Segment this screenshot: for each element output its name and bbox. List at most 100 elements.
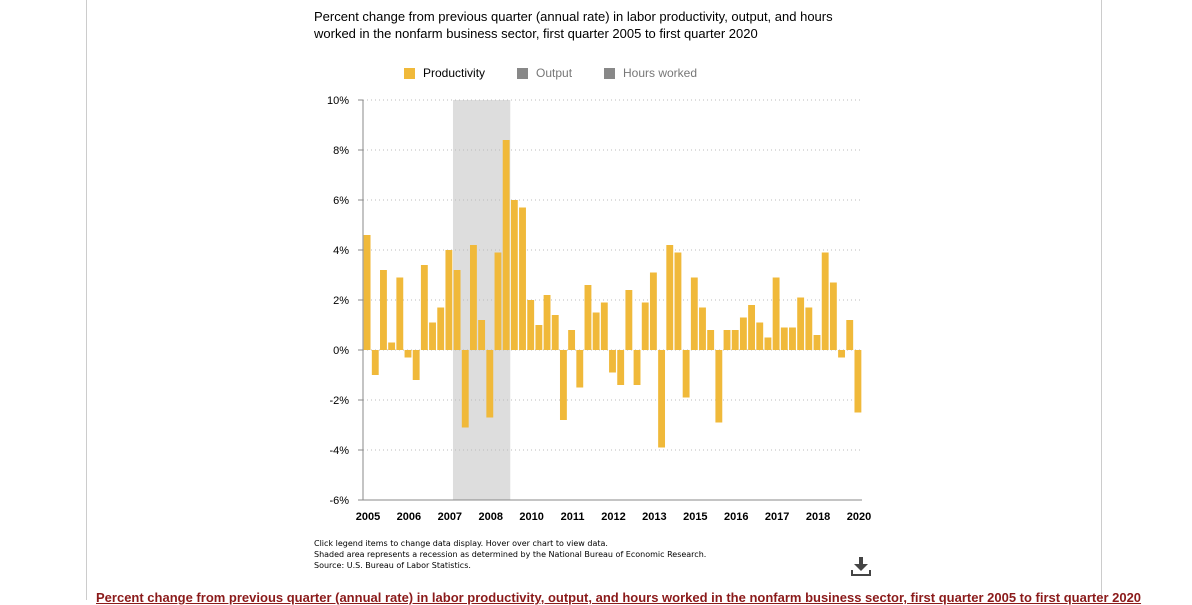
- bar-2005-Q4[interactable]: [388, 342, 396, 351]
- bar-2018-Q2[interactable]: [797, 297, 805, 351]
- bar-2006-Q3[interactable]: [412, 350, 420, 380]
- bar-2006-Q4[interactable]: [420, 265, 428, 350]
- bar-2007-Q1[interactable]: [429, 322, 436, 351]
- bar-2012-Q2[interactable]: [600, 302, 608, 351]
- bar-2011-Q2[interactable]: [568, 330, 576, 350]
- legend-item-hours-worked[interactable]: Hours worked: [604, 66, 697, 80]
- x-tick-label: 2012: [601, 511, 625, 523]
- bar-2020-Q1[interactable]: [854, 350, 862, 413]
- note-instructions: Click legend items to change data displa…: [314, 539, 608, 548]
- bar-2010-Q4[interactable]: [551, 315, 559, 350]
- bar-2008-Q1[interactable]: [461, 350, 469, 428]
- legend-item-productivity[interactable]: Productivity: [404, 66, 485, 80]
- x-tick-label: 2013: [642, 511, 666, 523]
- bar-2017-Q2[interactable]: [764, 337, 772, 351]
- bar-2009-Q4[interactable]: [519, 207, 526, 351]
- x-tick-label: 2011: [561, 511, 585, 523]
- bar-2014-Q4[interactable]: [682, 350, 690, 398]
- chart-title: Percent change from previous quarter (an…: [314, 9, 833, 41]
- bar-2005-Q3[interactable]: [380, 270, 387, 350]
- frame-border-left: [86, 0, 87, 600]
- bar-2014-Q2[interactable]: [666, 245, 674, 350]
- bar-2006-Q2[interactable]: [404, 350, 412, 358]
- bar-2019-Q3[interactable]: [838, 350, 845, 358]
- bar-2013-Q1[interactable]: [625, 290, 633, 350]
- recession-shading: [452, 100, 511, 500]
- y-tick-label: 2%: [333, 295, 349, 307]
- y-tick-label: -6%: [329, 495, 349, 507]
- x-tick-label: 2020: [847, 511, 871, 523]
- y-tick-label: 6%: [333, 195, 349, 207]
- bar-2006-Q1[interactable]: [396, 277, 404, 351]
- y-tick-label: 0%: [333, 345, 349, 357]
- bar-2016-Q1[interactable]: [723, 330, 731, 350]
- download-icon: [851, 557, 871, 576]
- note-source: Source: U.S. Bureau of Labor Statistics.: [314, 561, 471, 570]
- bar-2015-Q3[interactable]: [707, 330, 715, 350]
- bar-2013-Q3[interactable]: [641, 302, 649, 351]
- bar-2016-Q2[interactable]: [731, 330, 739, 350]
- bar-2017-Q3[interactable]: [772, 277, 780, 351]
- bar-2011-Q1[interactable]: [559, 350, 567, 420]
- chart-notes: Click legend items to change data displa…: [314, 538, 706, 571]
- x-tick-label: 2015: [683, 511, 707, 523]
- bar-2007-Q2[interactable]: [437, 307, 445, 351]
- bar-2007-Q3[interactable]: [445, 250, 453, 350]
- bar-2012-Q4[interactable]: [617, 350, 625, 385]
- y-tick-label: 8%: [333, 145, 349, 157]
- y-tick-label: 4%: [333, 245, 349, 257]
- bar-2007-Q4[interactable]: [453, 270, 461, 350]
- bar-2019-Q4[interactable]: [846, 320, 854, 350]
- x-tick-label: 2007: [438, 511, 462, 523]
- bar-2015-Q1[interactable]: [690, 277, 698, 351]
- bar-2011-Q4[interactable]: [584, 285, 592, 350]
- y-tick-label: -4%: [329, 445, 349, 457]
- bar-2018-Q4[interactable]: [813, 335, 821, 350]
- legend-label-productivity: Productivity: [423, 66, 486, 80]
- bar-2010-Q1[interactable]: [527, 300, 535, 350]
- bar-2019-Q1[interactable]: [821, 252, 829, 351]
- legend-label-output: Output: [536, 66, 573, 80]
- legend-swatch-output: [517, 67, 528, 79]
- bar-2017-Q4[interactable]: [780, 327, 788, 351]
- bar-2013-Q2[interactable]: [633, 350, 641, 385]
- bar-2008-Q4[interactable]: [486, 350, 494, 418]
- bar-2012-Q3[interactable]: [609, 350, 616, 373]
- bar-2009-Q1[interactable]: [494, 252, 502, 351]
- bar-2008-Q2[interactable]: [469, 245, 477, 350]
- bar-2016-Q3[interactable]: [739, 317, 747, 351]
- x-tick-label: 2017: [765, 511, 789, 523]
- bar-2008-Q3[interactable]: [478, 320, 486, 350]
- bar-2018-Q1[interactable]: [789, 327, 796, 351]
- bar-2010-Q2[interactable]: [535, 325, 543, 350]
- x-tick-label: 2005: [356, 511, 380, 523]
- frame-border-right: [1101, 0, 1102, 600]
- bar-2005-Q1[interactable]: [363, 235, 371, 350]
- bar-2016-Q4[interactable]: [748, 305, 756, 350]
- x-tick-label: 2008: [479, 511, 503, 523]
- bar-2013-Q4[interactable]: [649, 272, 657, 351]
- bar-2017-Q1[interactable]: [756, 322, 764, 351]
- bar-2005-Q2[interactable]: [371, 350, 379, 375]
- bar-2012-Q1[interactable]: [592, 312, 600, 351]
- bar-2009-Q3[interactable]: [510, 200, 518, 350]
- bar-2015-Q4[interactable]: [715, 350, 723, 423]
- x-tick-label: 2006: [397, 511, 421, 523]
- bar-2018-Q3[interactable]: [805, 307, 813, 351]
- note-recession: Shaded area represents a recession as de…: [314, 550, 707, 559]
- bar-2015-Q2[interactable]: [699, 307, 706, 351]
- bar-2009-Q2[interactable]: [502, 140, 510, 350]
- bar-2014-Q3[interactable]: [674, 252, 682, 351]
- caption-link[interactable]: Percent change from previous quarter (an…: [96, 590, 1142, 605]
- bar-2014-Q1[interactable]: [658, 350, 666, 448]
- legend-item-output[interactable]: Output: [517, 66, 572, 80]
- bar-2011-Q3[interactable]: [576, 350, 584, 388]
- bar-2019-Q2[interactable]: [829, 282, 837, 351]
- bar-2010-Q3[interactable]: [543, 295, 551, 350]
- legend-swatch-hours-worked: [604, 67, 615, 79]
- x-tick-label: 2016: [724, 511, 748, 523]
- download-button[interactable]: [849, 554, 873, 578]
- legend-label-hours-worked: Hours worked: [623, 66, 698, 80]
- x-tick-label: 2010: [519, 511, 543, 523]
